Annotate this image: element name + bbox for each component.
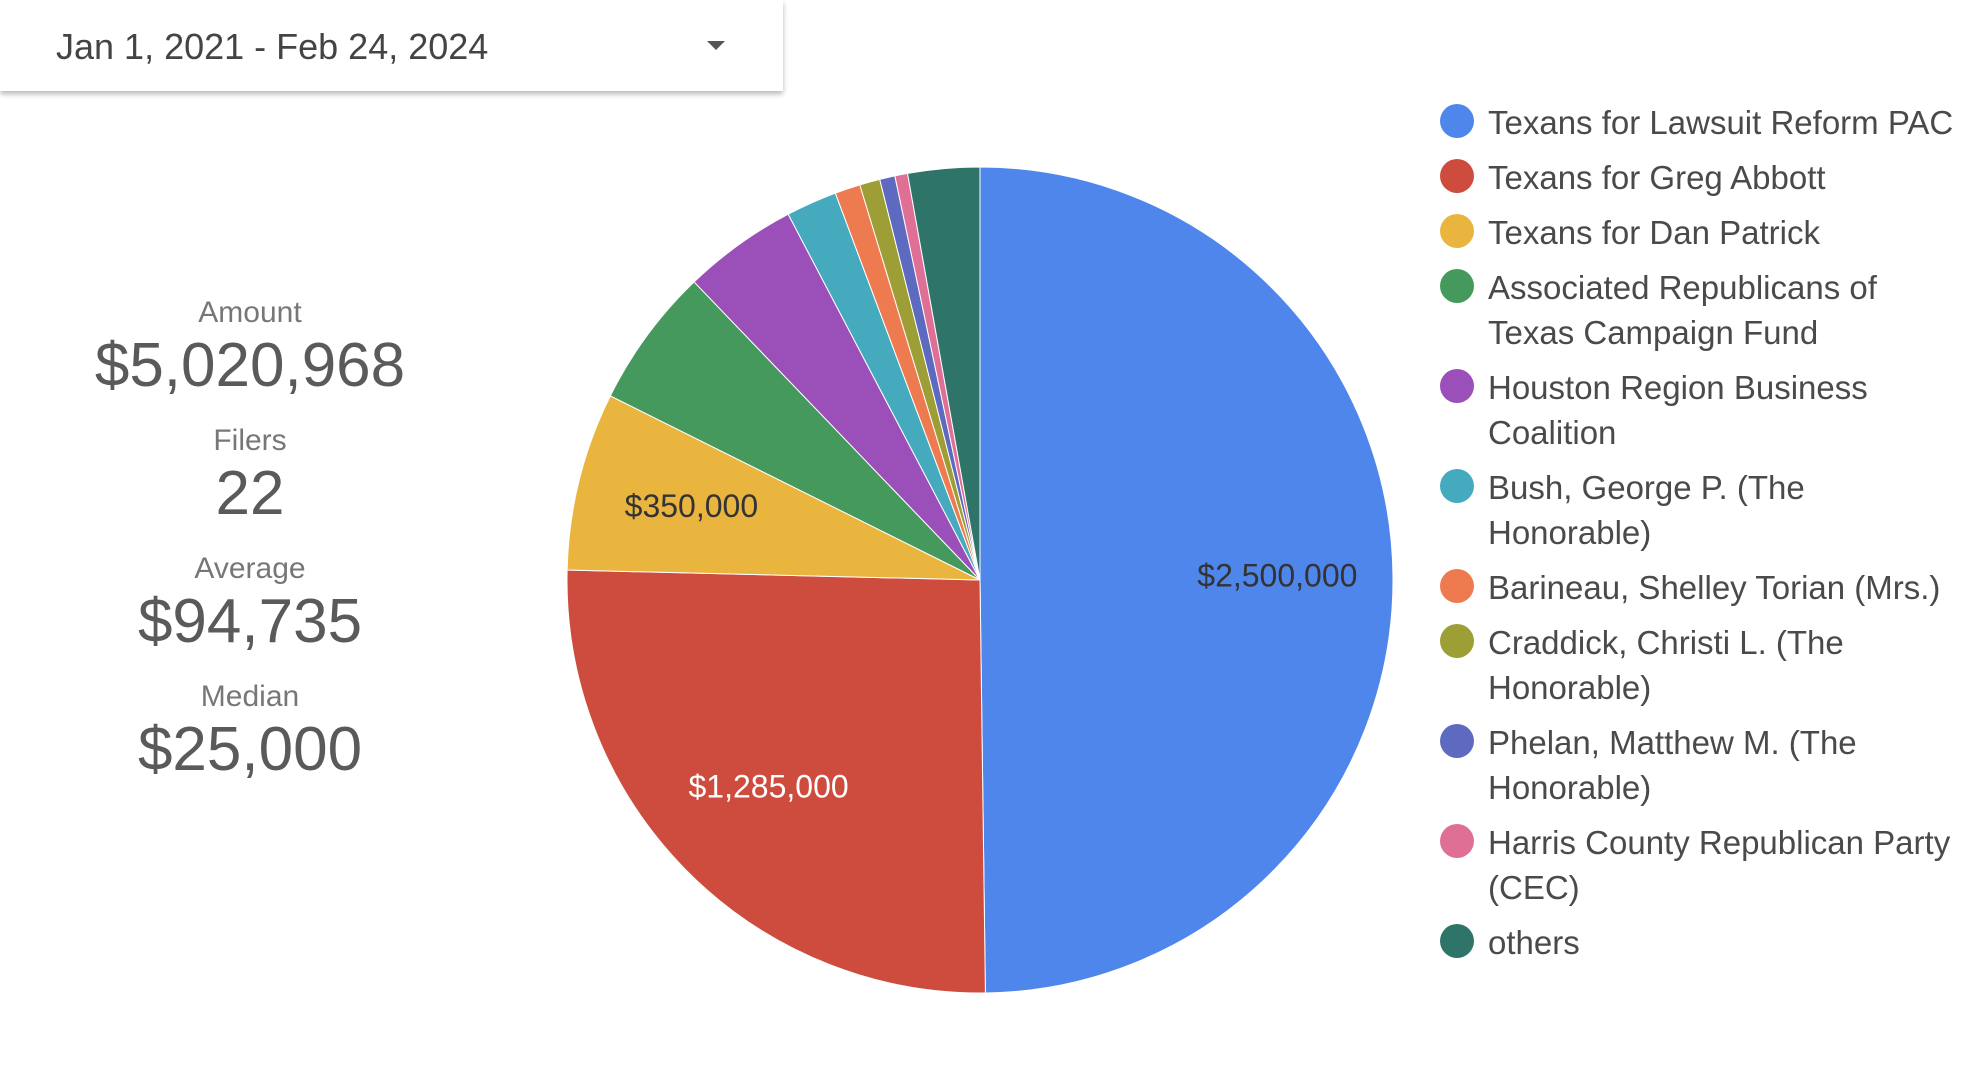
amount-value: $5,020,968 xyxy=(94,331,406,400)
legend-swatch xyxy=(1440,924,1474,958)
slice-value-label-2: $350,000 xyxy=(625,488,758,524)
legend-swatch xyxy=(1440,824,1474,858)
median-value: $25,000 xyxy=(137,715,363,784)
pie-slice-10[interactable] xyxy=(906,166,981,581)
filers-value: 22 xyxy=(215,459,285,528)
stat-amount: Amount $5,020,968 xyxy=(50,295,450,401)
legend-label: Harris County Republican Party (CEC) xyxy=(1488,824,1951,906)
legend-label: Texans for Greg Abbott xyxy=(1488,159,1826,196)
legend-label: Craddick, Christi L. (The Honorable) xyxy=(1488,624,1844,706)
pie-slice-0[interactable] xyxy=(979,166,1394,994)
legend-label: Texans for Lawsuit Reform PAC xyxy=(1488,104,1954,141)
legend-label: Phelan, Matthew M. (The Honorable) xyxy=(1488,724,1857,806)
legend-label: Associated Republicans of Texas Campaign… xyxy=(1488,269,1877,351)
amount-label: Amount xyxy=(198,296,302,329)
slice-value-label-1: $1,285,000 xyxy=(689,769,849,805)
legend-label: others xyxy=(1488,924,1580,961)
legend-item[interactable]: Houston Region Business Coalition xyxy=(1440,365,1960,455)
legend-swatch xyxy=(1440,724,1474,758)
legend-swatch xyxy=(1440,469,1474,503)
legend-item[interactable]: Barineau, Shelley Torian (Mrs.) xyxy=(1440,565,1960,610)
legend-item[interactable]: others xyxy=(1440,920,1960,965)
stat-filers: Filers 22 xyxy=(50,423,450,529)
legend-item[interactable]: Bush, George P. (The Honorable) xyxy=(1440,465,1960,555)
legend-item[interactable]: Associated Republicans of Texas Campaign… xyxy=(1440,265,1960,355)
stat-median: Median $25,000 xyxy=(50,679,450,785)
legend-swatch xyxy=(1440,624,1474,658)
average-value: $94,735 xyxy=(137,587,363,656)
legend-swatch xyxy=(1440,569,1474,603)
dropdown-caret-icon xyxy=(707,41,725,50)
chart-legend: Texans for Lawsuit Reform PAC Texans for … xyxy=(1440,100,1960,975)
legend-label: Bush, George P. (The Honorable) xyxy=(1488,469,1805,551)
legend-item[interactable]: Texans for Lawsuit Reform PAC xyxy=(1440,100,1960,145)
date-range-dropdown[interactable]: Jan 1, 2021 - Feb 24, 2024 xyxy=(0,0,783,91)
median-label: Median xyxy=(200,680,300,713)
legend-item[interactable]: Phelan, Matthew M. (The Honorable) xyxy=(1440,720,1960,810)
legend-label: Barineau, Shelley Torian (Mrs.) xyxy=(1488,569,1941,606)
legend-label: Texans for Dan Patrick xyxy=(1488,214,1820,251)
legend-swatch xyxy=(1440,104,1474,138)
legend-swatch xyxy=(1440,269,1474,303)
slice-value-label-0: $2,500,000 xyxy=(1197,558,1357,594)
date-range-label: Jan 1, 2021 - Feb 24, 2024 xyxy=(56,25,489,67)
legend-item[interactable]: Texans for Dan Patrick xyxy=(1440,210,1960,255)
legend-swatch xyxy=(1440,369,1474,403)
stat-average: Average $94,735 xyxy=(50,551,450,657)
legend-item[interactable]: Craddick, Christi L. (The Honorable) xyxy=(1440,620,1960,710)
average-label: Average xyxy=(194,552,306,585)
legend-swatch xyxy=(1440,159,1474,193)
summary-stats: Amount $5,020,968 Filers 22 Average $94,… xyxy=(50,295,450,807)
pie-slice-1[interactable] xyxy=(566,569,986,994)
pie-slice-2[interactable] xyxy=(566,395,981,581)
legend-swatch xyxy=(1440,214,1474,248)
legend-label: Houston Region Business Coalition xyxy=(1488,369,1868,451)
filers-label: Filers xyxy=(213,424,287,457)
legend-item[interactable]: Texans for Greg Abbott xyxy=(1440,155,1960,200)
pie-slice-3[interactable] xyxy=(609,281,981,581)
legend-item[interactable]: Harris County Republican Party (CEC) xyxy=(1440,820,1960,910)
